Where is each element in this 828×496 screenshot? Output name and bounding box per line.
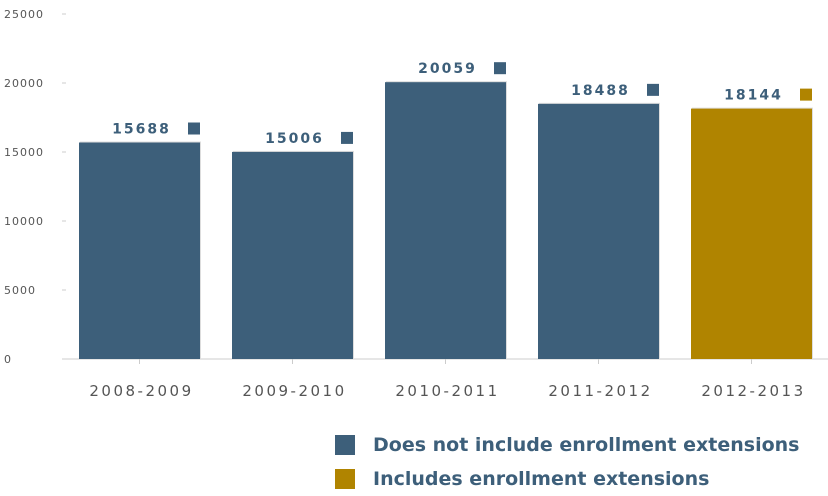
y-axis: 0 5000 10000 15000 20000 25000	[4, 8, 66, 366]
bar-series-marker	[647, 83, 659, 96]
x-tick-label: 2011-2012	[548, 382, 652, 400]
y-tick-label: 10000	[4, 215, 44, 228]
legend-item-excludes-extensions: Does not include enrollment extensions	[335, 428, 799, 462]
bar-series-marker	[188, 122, 200, 135]
bar	[538, 103, 659, 359]
x-tick-label: 2012-2013	[701, 382, 805, 400]
x-axis: 2008-2009 2009-2010 2010-2011 2011-2012 2012…	[89, 359, 805, 400]
x-tick-label: 2009-2010	[242, 382, 346, 400]
y-tick-label: 0	[4, 353, 12, 366]
y-tick-label: 15000	[4, 146, 44, 159]
x-tick-label: 2008-2009	[89, 382, 193, 400]
y-tick-label: 25000	[4, 8, 44, 21]
x-tick-label: 2010-2011	[395, 382, 499, 400]
bar-series-marker	[494, 62, 506, 75]
bar	[232, 151, 353, 359]
bar-value-label: 18488	[571, 83, 630, 99]
bar-series-marker	[341, 131, 353, 144]
y-tick-label: 5000	[4, 284, 36, 297]
legend: Does not include enrollment extensions I…	[335, 428, 799, 496]
bar	[79, 142, 200, 359]
bar	[691, 108, 812, 360]
y-tick-label: 20000	[4, 77, 44, 90]
bar-value-label: 15688	[112, 122, 171, 138]
legend-item-includes-extensions: Includes enrollment extensions	[335, 462, 799, 496]
bar	[385, 82, 506, 360]
bar-value-label: 15006	[265, 131, 324, 147]
legend-label-excludes-extensions: Does not include enrollment extensions	[373, 434, 800, 456]
bar-value-label: 18144	[724, 88, 783, 104]
legend-swatch-includes-extensions	[335, 469, 355, 489]
bar-series-marker	[800, 88, 812, 101]
legend-swatch-excludes-extensions	[335, 435, 355, 455]
bars: 15688 15006 20059 18488 18144	[79, 61, 813, 360]
legend-label-includes-extensions: Includes enrollment extensions	[373, 468, 710, 490]
bar-value-label: 20059	[418, 61, 477, 77]
